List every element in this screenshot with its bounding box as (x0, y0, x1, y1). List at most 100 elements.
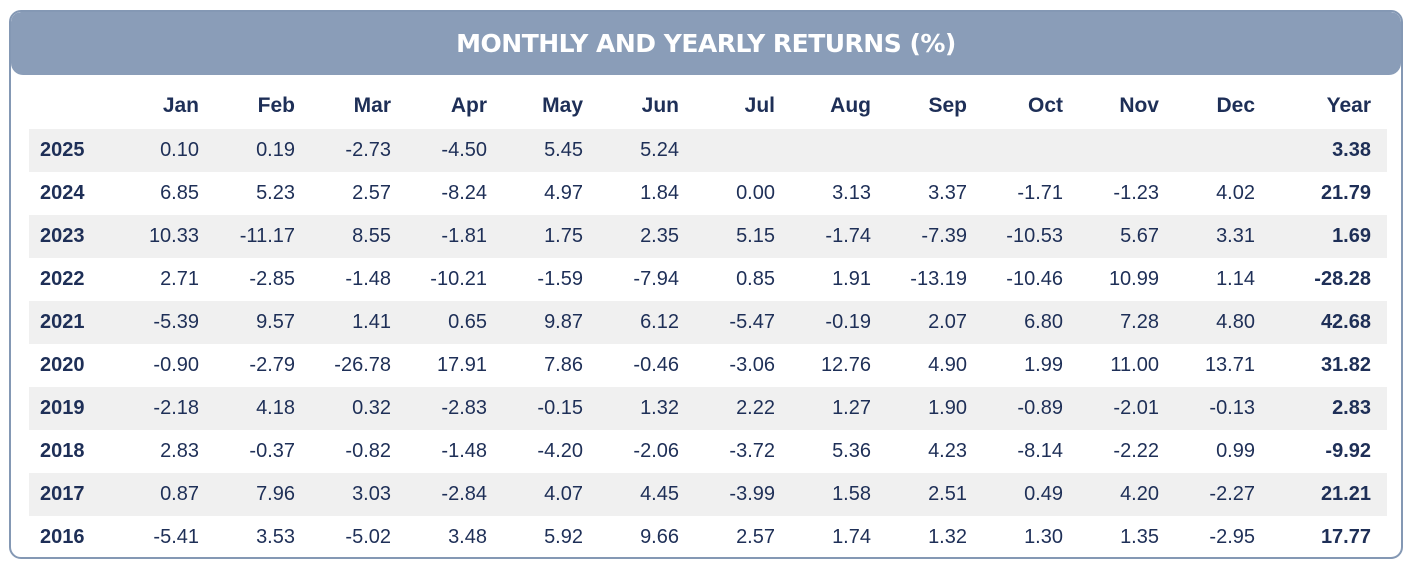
month-return-cell: -10.21 (430, 268, 487, 290)
month-return-cell: -7.94 (633, 268, 679, 290)
month-return-cell: -10.46 (1006, 268, 1063, 290)
yearly-return-cell: 21.21 (1320, 483, 1371, 505)
month-return-cell: -1.74 (825, 225, 871, 247)
month-return-cell: -0.82 (345, 440, 391, 462)
month-return-cell: 2.71 (160, 268, 199, 290)
month-return-cell: 9.57 (256, 311, 295, 333)
month-return-cell: 0.00 (736, 182, 775, 204)
month-return-cell: -0.90 (153, 354, 199, 376)
month-return-cell: -5.39 (153, 311, 199, 333)
table-row: 2020 -0.90 -2.79 -26.78 17.91 7.86 -0.46 -3.06 1… (29, 344, 1387, 387)
month-return-cell: 1.32 (928, 526, 967, 548)
month-return-cell: 7.96 (256, 483, 295, 505)
row-year-label: 2024 (40, 182, 85, 204)
month-return-cell: 1.30 (1024, 526, 1063, 548)
month-return-cell: 0.65 (448, 311, 487, 333)
month-return-cell: 0.99 (1216, 440, 1255, 462)
month-return-cell: 1.75 (544, 225, 583, 247)
yearly-return-cell: 1.69 (1332, 225, 1371, 247)
yearly-return-cell: 42.68 (1320, 311, 1371, 333)
month-return-cell: 0.32 (352, 397, 391, 419)
month-return-cell: -2.95 (1209, 526, 1255, 548)
month-return-cell: -7.39 (921, 225, 967, 247)
month-return-cell: -3.06 (729, 354, 775, 376)
month-return-cell: -2.85 (249, 268, 295, 290)
month-return-cell: -1.48 (441, 440, 487, 462)
month-return-cell: 2.57 (736, 526, 775, 548)
column-header-nov: Nov (1119, 93, 1159, 117)
month-return-cell: 0.87 (160, 483, 199, 505)
month-return-cell: 1.74 (832, 526, 871, 548)
month-return-cell: 1.84 (640, 182, 679, 204)
month-return-cell: -1.48 (345, 268, 391, 290)
month-return-cell: 1.32 (640, 397, 679, 419)
month-return-cell: -0.15 (537, 397, 583, 419)
column-header-feb: Feb (257, 93, 295, 117)
month-return-cell: 1.27 (832, 397, 871, 419)
month-return-cell: 1.58 (832, 483, 871, 505)
month-return-cell: -2.27 (1209, 483, 1255, 505)
month-return-cell: -0.13 (1209, 397, 1255, 419)
table-row: 2017 0.87 7.96 3.03 -2.84 4.07 4.45 -3.99 1.58 2.… (29, 473, 1387, 516)
month-return-cell: 1.41 (352, 311, 391, 333)
month-return-cell: 5.24 (640, 139, 679, 161)
month-return-cell: 5.15 (736, 225, 775, 247)
row-year-label: 2022 (40, 268, 85, 290)
month-return-cell: 1.99 (1024, 354, 1063, 376)
month-return-cell: -5.47 (729, 311, 775, 333)
table-row: 2019 -2.18 4.18 0.32 -2.83 -0.15 1.32 2.22 1.27 1… (29, 387, 1387, 430)
month-return-cell: -1.59 (537, 268, 583, 290)
row-year-label: 2018 (40, 440, 85, 462)
month-return-cell: -26.78 (334, 354, 391, 376)
month-return-cell: -1.71 (1017, 182, 1063, 204)
yearly-return-cell: 21.79 (1320, 182, 1371, 204)
month-return-cell: -3.99 (729, 483, 775, 505)
row-year-label: 2016 (40, 526, 85, 548)
month-return-cell: 4.90 (928, 354, 967, 376)
month-return-cell: -2.84 (441, 483, 487, 505)
month-return-cell: 4.20 (1120, 483, 1159, 505)
month-return-cell: 7.86 (544, 354, 583, 376)
month-return-cell: -0.37 (249, 440, 295, 462)
yearly-return-cell: -9.92 (1325, 440, 1371, 462)
column-header-dec: Dec (1216, 93, 1255, 117)
month-return-cell: -0.19 (825, 311, 871, 333)
table-row: 2016 -5.41 3.53 -5.02 3.48 5.92 9.66 2.57 1.74 1.… (29, 516, 1387, 557)
row-year-label: 2020 (40, 354, 85, 376)
month-return-cell: -0.46 (633, 354, 679, 376)
month-return-cell: 0.19 (256, 139, 295, 161)
column-header-aug: Aug (830, 93, 871, 117)
month-return-cell: 4.07 (544, 483, 583, 505)
column-header-jul: Jul (744, 93, 775, 117)
column-header-jun: Jun (641, 93, 679, 117)
month-return-cell: -2.01 (1113, 397, 1159, 419)
month-return-cell: 9.87 (544, 311, 583, 333)
column-header-oct: Oct (1027, 93, 1063, 117)
month-return-cell: 2.83 (160, 440, 199, 462)
month-return-cell: -3.72 (729, 440, 775, 462)
month-return-cell: 2.07 (928, 311, 967, 333)
month-return-cell: 3.48 (448, 526, 487, 548)
row-year-label: 2023 (40, 225, 85, 247)
month-return-cell: 7.28 (1120, 311, 1159, 333)
month-return-cell: -4.20 (537, 440, 583, 462)
yearly-return-cell: 2.83 (1332, 397, 1371, 419)
month-return-cell: 1.14 (1216, 268, 1255, 290)
month-return-cell: 2.22 (736, 397, 775, 419)
month-return-cell: -2.79 (249, 354, 295, 376)
month-return-cell: 3.31 (1216, 225, 1255, 247)
month-return-cell: -11.17 (239, 225, 295, 247)
column-header-may: May (542, 93, 583, 117)
month-return-cell: 8.55 (352, 225, 391, 247)
month-return-cell: 6.12 (640, 311, 679, 333)
yearly-return-cell: -28.28 (1314, 268, 1371, 290)
month-return-cell: 0.10 (160, 139, 199, 161)
month-return-cell: 2.51 (928, 483, 967, 505)
month-return-cell: 5.67 (1120, 225, 1159, 247)
month-return-cell: 5.23 (256, 182, 295, 204)
month-return-cell: -8.14 (1017, 440, 1063, 462)
row-year-label: 2025 (40, 139, 85, 161)
month-return-cell: -2.73 (345, 139, 391, 161)
month-return-cell: 3.53 (256, 526, 295, 548)
column-header-year: Year (1326, 93, 1371, 117)
